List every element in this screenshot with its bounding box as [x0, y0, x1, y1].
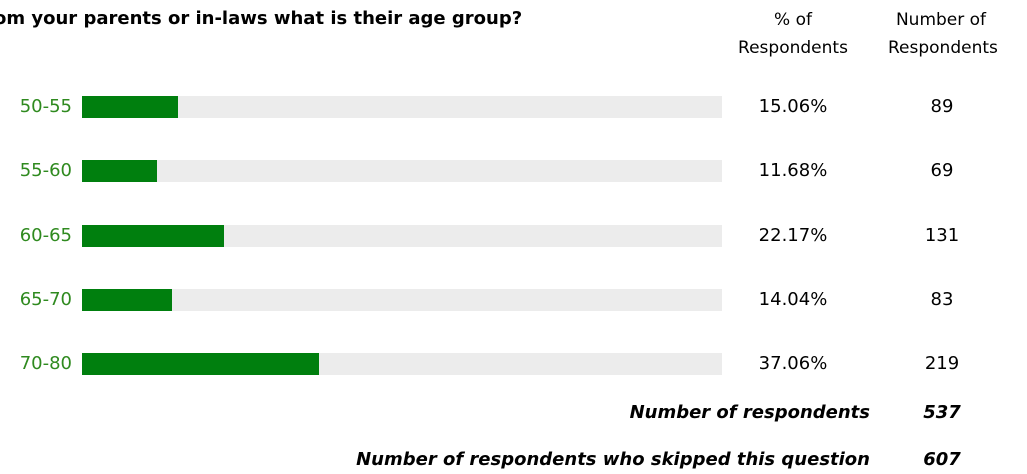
bar — [82, 160, 157, 183]
percent-label: 15.06% — [758, 96, 828, 117]
category-label: 60-65 — [19, 224, 72, 246]
percent-label: 22.17% — [758, 224, 828, 246]
count-label: 83 — [930, 288, 954, 310]
summary-value: 607 — [923, 449, 961, 470]
chart-title: om your parents or in-laws what is their… — [0, 8, 523, 29]
bar-track — [82, 224, 722, 247]
bar — [82, 96, 179, 118]
percent-label: 37.06% — [758, 353, 828, 375]
bar — [82, 224, 224, 247]
summary-value: 537 — [923, 402, 961, 423]
bar — [82, 288, 172, 311]
bar-track — [82, 353, 722, 376]
category-label: 70-80 — [19, 353, 72, 375]
count-label: 69 — [930, 160, 954, 182]
summary-label: Number of respondents who skipped this q… — [356, 449, 870, 470]
bar — [82, 353, 320, 376]
column-header: % of Respondents — [738, 10, 848, 58]
percent-label: 11.68% — [758, 160, 828, 182]
count-label: 219 — [924, 353, 960, 375]
bar-track — [82, 288, 722, 311]
column-header: Number of Respondents — [888, 10, 998, 58]
percent-label: 14.04% — [758, 288, 828, 310]
bar-track — [82, 96, 722, 118]
category-label: 65-70 — [19, 288, 72, 310]
count-label: 131 — [924, 224, 960, 246]
bar-track — [82, 160, 722, 183]
summary-label: Number of respondents — [629, 402, 870, 423]
category-label: 55-60 — [19, 160, 72, 182]
category-label: 50-55 — [19, 96, 72, 117]
count-label: 89 — [930, 96, 954, 117]
